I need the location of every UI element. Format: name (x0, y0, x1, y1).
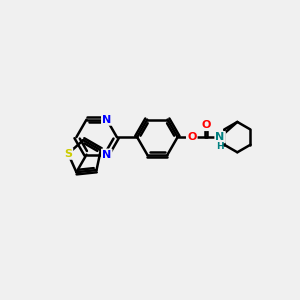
Text: H: H (216, 142, 224, 151)
Text: O: O (201, 120, 211, 130)
Text: N: N (215, 132, 225, 142)
Text: O: O (187, 132, 196, 142)
Text: S: S (64, 149, 72, 159)
Text: N: N (102, 150, 111, 160)
Text: N: N (102, 115, 111, 124)
